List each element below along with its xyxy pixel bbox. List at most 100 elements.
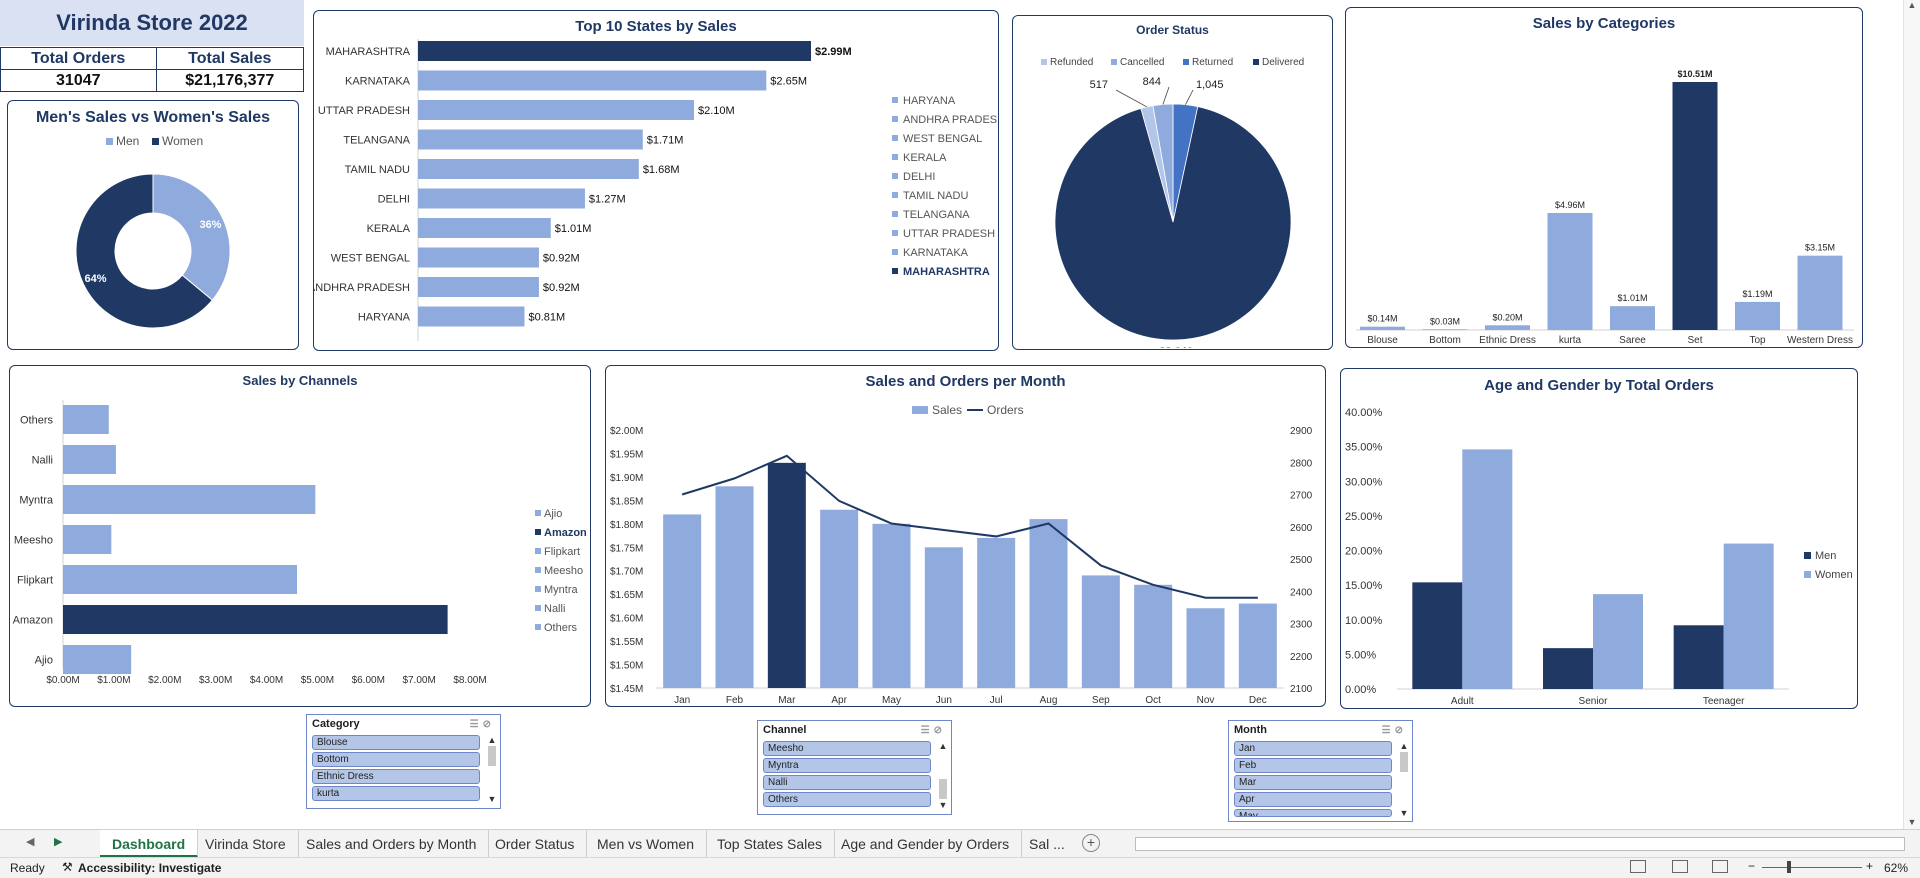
age-group-label: Adult — [1451, 696, 1474, 707]
tab-more[interactable]: Sal ... — [1017, 830, 1077, 858]
states-chart-card[interactable]: Top 10 States by Sales MAHARASHTRA $2.99M… — [313, 10, 999, 351]
slicer-filter-icons[interactable]: ☰⊘ — [921, 725, 946, 736]
slicer-item[interactable]: Nalli — [763, 775, 931, 790]
scroll-up-icon[interactable]: ▲ — [1904, 0, 1920, 10]
tick-label: 2400 — [1290, 587, 1313, 598]
channel-label: Nalli — [32, 455, 53, 467]
data-label: $0.03M — [1430, 316, 1460, 326]
gender-chart-card[interactable]: Men's Sales vs Women's Sales Men Women 36%… — [7, 100, 299, 350]
slicer-item[interactable]: Mar — [1234, 775, 1392, 790]
tab-next-icon[interactable]: ▶ — [54, 835, 62, 848]
page-break-icon[interactable] — [1712, 860, 1728, 873]
month-label: Sep — [1092, 695, 1110, 705]
categories-chart-card[interactable]: Sales by Categories $0.14M Blouse $0.03M Bo… — [1345, 7, 1863, 348]
scroll-down-icon[interactable]: ▼ — [1904, 817, 1920, 827]
category-bar — [1548, 213, 1593, 330]
tick-label: 2300 — [1290, 620, 1313, 631]
channel-slicer[interactable]: Channel ☰⊘ Meesho Myntra Nalli Others ▲ ▼ — [757, 720, 952, 815]
tab-dashboard[interactable]: Dashboard — [100, 830, 198, 858]
state-bar — [418, 218, 551, 238]
slicer-item[interactable]: Feb — [1234, 758, 1392, 773]
slicer-item[interactable]: Blouse — [312, 735, 480, 750]
sales-bar — [925, 547, 963, 688]
gender-donut-chart: Men Women 36% 64% — [8, 127, 298, 347]
legend-label: Returned — [1192, 57, 1233, 68]
tick-label: $3.00M — [199, 675, 232, 686]
state-bar — [418, 248, 539, 268]
total-orders-label: Total Orders — [1, 48, 157, 70]
legend-swatch — [892, 211, 898, 217]
tick-label: 2500 — [1290, 555, 1313, 566]
legend-label: Refunded — [1050, 57, 1093, 68]
tick-label: $1.65M — [610, 590, 643, 601]
slicer-filter-icons[interactable]: ☰⊘ — [470, 719, 495, 730]
tab-sales-orders-month[interactable]: Sales and Orders by Month — [294, 830, 489, 858]
data-label: 28,641 — [1159, 346, 1193, 348]
order-status-card[interactable]: Order Status Refunded Cancelled Returned De… — [1012, 15, 1333, 350]
categories-chart-title: Sales by Categories — [1346, 15, 1862, 32]
month-slicer[interactable]: Month ☰⊘ Jan Feb Mar Apr May ▲ ▼ — [1228, 720, 1413, 822]
order-status-pie-chart: RefundedCancelledReturnedDelivered28,641… — [1013, 38, 1332, 348]
age-gender-chart-card[interactable]: Age and Gender by Total Orders 40.00% 35.… — [1340, 368, 1858, 709]
month-label: Apr — [831, 695, 847, 705]
page-layout-icon[interactable] — [1672, 860, 1688, 873]
legend-label: Women — [1815, 569, 1853, 581]
zoom-slider[interactable] — [1762, 867, 1862, 868]
accessibility-icon[interactable]: ⚒ — [62, 860, 73, 874]
tab-prev-icon[interactable]: ◀ — [26, 835, 34, 848]
legend-swatch — [892, 268, 898, 274]
tab-top-states-sales[interactable]: Top States Sales — [705, 830, 835, 858]
legend-label: Nalli — [544, 603, 565, 615]
zoom-in-icon[interactable]: + — [1866, 859, 1873, 873]
horizontal-scrollbar[interactable] — [1135, 837, 1905, 851]
data-label: $1.71M — [647, 135, 684, 147]
slicer-item[interactable]: Ethnic Dress — [312, 769, 480, 784]
slicer-item[interactable]: Others — [763, 792, 931, 807]
slicer-filter-icons[interactable]: ☰⊘ — [1382, 725, 1407, 736]
slicer-item[interactable]: Bottom — [312, 752, 480, 767]
normal-view-icon[interactable] — [1630, 860, 1646, 873]
category-bar — [1485, 325, 1530, 330]
slicer-scrollbar[interactable]: ▲ ▼ — [487, 735, 497, 805]
tick-label: 30.00% — [1345, 476, 1383, 488]
state-label: UTTAR PRADESH — [318, 105, 410, 117]
monthly-chart-card[interactable]: Sales and Orders per Month Sales Orders $2… — [605, 365, 1326, 707]
tab-age-gender-orders[interactable]: Age and Gender by Orders — [829, 830, 1022, 858]
states-chart-title: Top 10 States by Sales — [314, 18, 998, 35]
zoom-level[interactable]: 62% — [1884, 861, 1908, 875]
tab-virinda-store[interactable]: Virinda Store — [193, 830, 299, 858]
tab-men-vs-women[interactable]: Men vs Women — [585, 830, 707, 858]
status-bar: Ready ⚒ Accessibility: Investigate − + 6… — [0, 857, 1920, 878]
tick-label: $0.00M — [46, 675, 79, 686]
legend-label: KARNATAKA — [903, 247, 969, 259]
monthly-chart-title: Sales and Orders per Month — [606, 373, 1325, 390]
legend-swatch — [1253, 59, 1259, 65]
slicer-item[interactable]: Myntra — [763, 758, 931, 773]
zoom-out-icon[interactable]: − — [1748, 859, 1755, 873]
legend-swatch — [1804, 571, 1811, 578]
add-sheet-icon[interactable]: + — [1082, 834, 1100, 852]
vertical-scrollbar[interactable]: ▲ ▼ — [1903, 0, 1920, 829]
slicer-item[interactable]: kurta — [312, 786, 480, 801]
tick-label: 35.00% — [1345, 442, 1383, 454]
slicer-scrollbar[interactable]: ▲ ▼ — [938, 741, 948, 811]
women-bar — [1724, 544, 1774, 689]
legend-label: Men — [116, 134, 139, 148]
channels-chart-card[interactable]: Sales by Channels $0.00M $1.00M $2.00M $3.0… — [9, 365, 591, 707]
legend-label: Women — [162, 134, 203, 148]
tick-label: $1.60M — [610, 614, 643, 625]
legend-label: Amazon — [544, 527, 587, 539]
age-gender-bar-chart: 40.00% 35.00% 30.00% 25.00% 20.00% 15.00% 10.0… — [1341, 393, 1857, 708]
slicer-item[interactable]: Apr — [1234, 792, 1392, 807]
category-slicer[interactable]: Category ☰⊘ Blouse Bottom Ethnic Dress ku… — [306, 714, 501, 809]
tab-order-status[interactable]: Order Status — [483, 830, 587, 858]
legend-label: Cancelled — [1120, 57, 1164, 68]
slicer-item[interactable]: Meesho — [763, 741, 931, 756]
accessibility-status[interactable]: Accessibility: Investigate — [78, 861, 221, 875]
slicer-item[interactable]: Jan — [1234, 741, 1392, 756]
state-bar — [418, 130, 643, 150]
slicer-scrollbar[interactable]: ▲ ▼ — [1399, 741, 1409, 818]
slicer-item[interactable]: May — [1234, 809, 1392, 817]
zoom-slider-thumb[interactable] — [1787, 861, 1791, 873]
channel-bar — [63, 645, 131, 674]
